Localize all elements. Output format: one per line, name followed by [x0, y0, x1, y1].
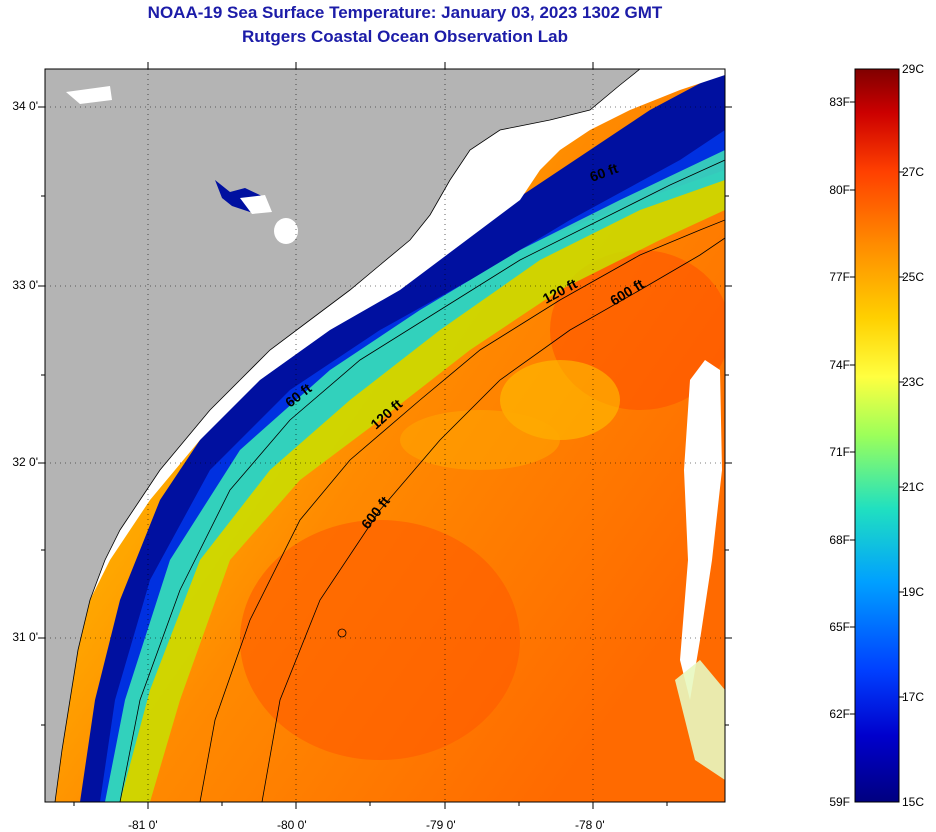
- axis-ticks: [38, 62, 732, 809]
- colorbar-ticks: [850, 101, 904, 715]
- colorbar-f-label: 74F: [829, 358, 850, 372]
- colorbar-c-label: 19C: [902, 585, 925, 599]
- colorbar-c-label: 23C: [902, 375, 925, 389]
- lon-label-80: -80 0': [277, 818, 307, 832]
- colorbar-c-label: 29C: [902, 62, 925, 76]
- coldest-nearshore-strip: [80, 70, 725, 802]
- land-cloud-speck: [274, 218, 298, 244]
- lat-label-33: 33 0': [12, 278, 38, 292]
- lon-label-81: -81 0': [128, 818, 158, 832]
- colorbar-f-label: 77F: [829, 270, 850, 284]
- figure-title: NOAA-19 Sea Surface Temperature: January…: [147, 3, 663, 22]
- colorbar-f-label: 59F: [829, 795, 850, 809]
- lat-label-32: 32 0': [12, 455, 38, 469]
- colorbar: [854, 68, 900, 803]
- coastline: [54, 69, 641, 802]
- figure-subtitle: Rutgers Coastal Ocean Observation Lab: [242, 27, 568, 46]
- colorbar-c-label: 17C: [902, 690, 925, 704]
- contour-600ft: [261, 237, 725, 802]
- cloud-patch: [680, 360, 722, 700]
- warm-patch: [400, 410, 560, 470]
- colorbar-c-label: 21C: [902, 480, 925, 494]
- contour-120ft: [199, 219, 725, 802]
- graticule: [45, 69, 725, 802]
- colorbar-c-label: 27C: [902, 165, 925, 179]
- colorbar-c-label: 15C: [902, 795, 925, 809]
- lat-label-34: 34 0': [12, 99, 38, 113]
- warm-patch: [240, 520, 520, 760]
- colorbar-f-label: 65F: [829, 620, 850, 634]
- colorbar-f-label: 80F: [829, 183, 850, 197]
- colorbar-f-label: 62F: [829, 707, 850, 721]
- colorbar-f-label: 83F: [829, 95, 850, 109]
- lon-label-79: -79 0': [426, 818, 456, 832]
- land-cloud-speck: [66, 86, 112, 104]
- lon-label-78: -78 0': [575, 818, 605, 832]
- contour-ring: [337, 628, 347, 638]
- colorbar-f-label: 68F: [829, 533, 850, 547]
- lat-label-31: 31 0': [12, 630, 38, 644]
- colorbar-f-label: 71F: [829, 445, 850, 459]
- land-cloud-speck: [240, 195, 272, 214]
- land-mass: [45, 69, 640, 802]
- colorbar-c-label: 25C: [902, 270, 925, 284]
- contour-60ft: [119, 159, 725, 802]
- map-frame: [44, 68, 726, 803]
- cloud-patch: [675, 660, 725, 780]
